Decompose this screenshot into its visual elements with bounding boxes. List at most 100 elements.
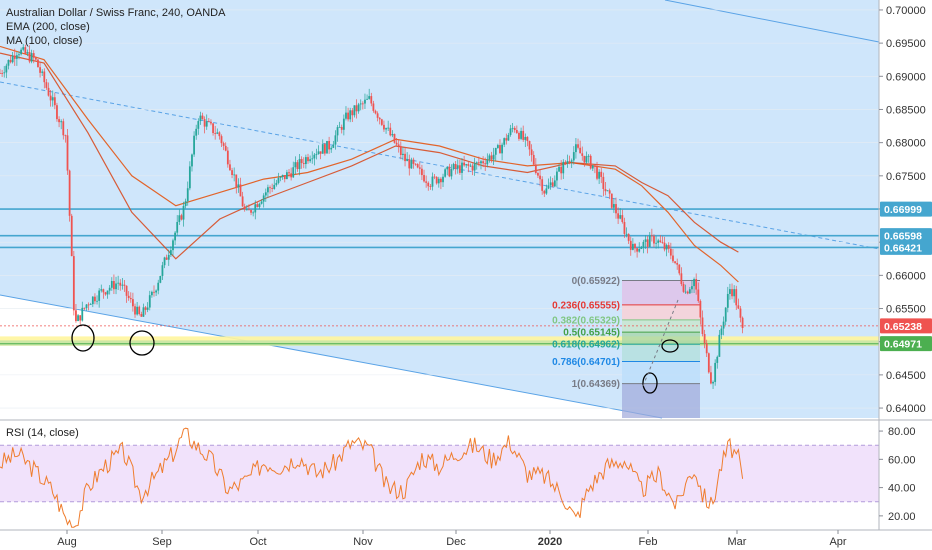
rsi-tick-label: 40.00 <box>888 483 916 495</box>
rsi-tick-label: 80.00 <box>888 426 916 438</box>
candle-body <box>737 305 740 309</box>
candle-body <box>530 149 533 155</box>
circle-marker-4 <box>661 339 679 353</box>
candle-body <box>501 144 503 154</box>
candle-body <box>475 162 478 164</box>
candle-body <box>288 172 290 174</box>
time-tick-label: Dec <box>446 536 466 548</box>
candle-body <box>66 135 69 171</box>
candle-body <box>262 195 265 202</box>
candle-body <box>522 130 525 140</box>
candle-body <box>311 158 314 160</box>
candle-body <box>254 204 257 213</box>
price-axis[interactable]: 0.70000 0.69500 0.69000 0.68500 0.68000 0.675… <box>878 0 932 530</box>
candle-body <box>724 307 727 322</box>
candle-body <box>450 168 453 177</box>
candle-body <box>140 314 143 317</box>
rsi-axis: 80.00 60.00 40.00 20.00 <box>879 426 916 523</box>
candle-body <box>532 154 535 165</box>
candle-body <box>469 165 472 167</box>
candle-body <box>233 174 236 176</box>
candle-body <box>207 121 210 123</box>
candle-body <box>477 162 480 164</box>
candle-body <box>490 155 493 160</box>
candle-body <box>258 203 261 207</box>
candle-body <box>376 113 379 118</box>
candle-body <box>524 136 527 140</box>
candle-body <box>210 121 212 124</box>
candle-body <box>115 283 117 290</box>
candle-body <box>471 165 474 171</box>
candle-body <box>203 119 206 127</box>
candle-body <box>712 381 714 384</box>
candle-body <box>560 166 563 174</box>
time-axis[interactable]: Aug Sep Oct Nov Dec 2020 Feb Mar Apr <box>0 529 932 548</box>
candle-body <box>252 212 255 214</box>
candle-body <box>486 159 489 165</box>
candle-body <box>56 105 58 120</box>
candle-body <box>568 161 571 162</box>
candle-body <box>564 161 567 164</box>
candle-body <box>602 176 605 190</box>
candle-body <box>688 289 691 294</box>
candle-body <box>710 372 712 384</box>
candle-body <box>326 141 328 154</box>
candle-body <box>94 296 96 302</box>
price-tag-label: 0.65238 <box>884 321 922 333</box>
candle-body <box>720 328 723 335</box>
candle-body <box>729 289 731 294</box>
candle-body <box>205 121 208 127</box>
candle-body <box>433 176 436 178</box>
candle-body <box>676 262 679 265</box>
candle-body <box>193 135 195 155</box>
candle-body <box>237 184 240 188</box>
candle-body <box>494 147 497 155</box>
candle-body <box>100 289 103 291</box>
candle-body <box>366 98 368 100</box>
candle-body <box>718 334 721 357</box>
candle-body <box>47 87 50 96</box>
candle-body <box>49 95 52 101</box>
candle-body <box>132 299 134 307</box>
candle-body <box>125 285 128 296</box>
candle-body <box>172 240 174 251</box>
candle-body <box>332 144 335 148</box>
circle-marker-2 <box>129 330 155 356</box>
candle-body <box>117 282 120 284</box>
candle-body <box>361 103 364 105</box>
candle-body <box>321 144 324 154</box>
candle-body <box>526 136 529 142</box>
candle-body <box>220 136 223 144</box>
price-tick-label: 0.66000 <box>886 270 926 282</box>
candle-body <box>300 159 303 164</box>
candle-body <box>650 235 653 237</box>
horizontal-levels <box>0 208 879 327</box>
candle-body <box>701 317 704 334</box>
candle-body <box>604 189 607 192</box>
candle-body <box>553 180 556 187</box>
candle-body <box>735 289 738 306</box>
candle-body <box>144 307 147 310</box>
rsi-pane[interactable]: RSI (14, close) <box>0 427 879 528</box>
candle-body <box>659 240 662 243</box>
candle-body <box>370 96 373 104</box>
candle-body <box>467 164 470 166</box>
price-pane[interactable]: 0(0.65922) 0.236(0.65555) 0.382(0.65329) 0.… <box>0 0 880 419</box>
candle-body <box>218 132 221 137</box>
candle-body <box>678 264 681 274</box>
candle-body <box>180 215 183 220</box>
candle-body <box>359 103 362 105</box>
candle-body <box>547 185 550 189</box>
candle-body <box>77 315 79 322</box>
candle-body <box>693 279 695 287</box>
candle-body <box>72 256 75 311</box>
candle-body <box>448 166 451 177</box>
price-tag-label: 0.66999 <box>884 204 922 216</box>
candle-body <box>570 160 573 162</box>
candle-body <box>89 304 92 305</box>
candle-body <box>579 147 582 154</box>
candle-body <box>250 210 252 213</box>
candle-body <box>440 178 442 183</box>
price-tick-label: 0.69000 <box>886 71 926 83</box>
